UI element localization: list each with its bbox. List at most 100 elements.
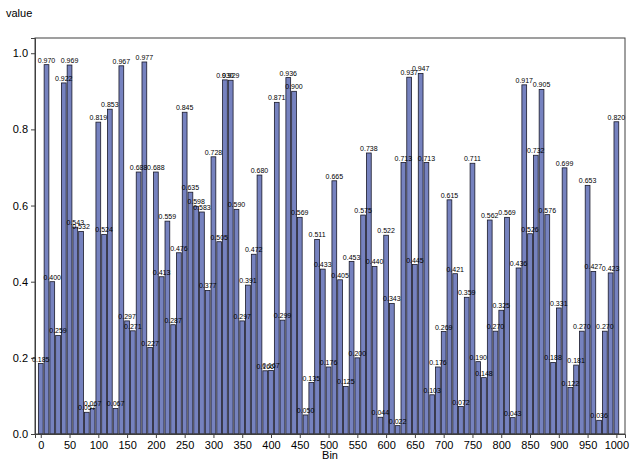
data-label: 0.569 [291,209,309,216]
data-label: 0.653 [579,177,597,184]
x-tick: 350 [234,434,252,451]
data-label: 0.900 [285,83,303,90]
bar [280,320,285,434]
bar [378,417,383,434]
data-label: 0.576 [539,207,557,214]
data-label: 0.022 [389,418,407,425]
bar [73,227,78,434]
data-label: 0.699 [556,160,574,167]
bar [343,386,348,434]
bar [545,215,550,434]
bar [366,153,371,434]
data-label: 0.176 [429,359,447,366]
bar [154,172,159,434]
data-label: 0.453 [343,254,361,261]
bar [286,78,291,434]
data-label: 0.188 [544,354,562,361]
x-tick-label: 0 [38,439,44,451]
x-tick-label: 1000 [605,439,629,451]
data-label: 0.680 [251,167,269,174]
bar [447,200,452,434]
y-tick-label: 0.4 [13,276,28,288]
bar [395,426,400,434]
bar [67,65,72,434]
bar [303,415,308,434]
x-tick-label: 950 [579,439,597,451]
bar [528,234,533,434]
y-tick-mark [31,53,35,54]
x-tick-label: 400 [262,439,280,451]
bar [228,80,233,434]
data-label: 0.590 [228,201,246,208]
data-label: 0.050 [297,407,315,414]
y-tick: 1.0 [13,47,35,59]
x-tick: 550 [349,434,367,451]
data-label: 0.148 [475,370,493,377]
bar [102,234,107,434]
data-label: 0.270 [596,323,614,330]
x-axis-title: Bin [322,449,338,461]
bar [459,407,464,434]
data-label: 0.917 [516,77,534,84]
data-labels: 0.1850.9700.4000.2590.9220.9690.5430.532… [32,54,625,425]
chart: 0501001502002503003504004505005506006507… [0,0,641,462]
x-tick: 300 [205,434,223,451]
data-label: 0.200 [349,350,367,357]
bar [326,367,331,434]
data-label: 0.476 [170,245,188,252]
x-tick-mark [300,434,301,438]
data-label: 0.067 [84,400,102,407]
data-label: 0.969 [61,57,79,64]
data-label: 0.297 [233,313,251,320]
bar [355,358,360,434]
y-axis-line [31,39,36,435]
x-tick-label: 700 [435,439,453,451]
data-label: 0.936 [280,70,298,77]
bar [188,192,193,434]
bar [96,122,101,434]
data-label: 0.122 [562,380,580,387]
data-label: 0.391 [239,277,257,284]
data-label: 0.526 [521,226,539,233]
data-label: 0.377 [199,282,217,289]
bar [574,365,579,434]
data-label: 0.297 [118,313,136,320]
x-tick-mark [70,434,71,438]
x-axis-line [36,435,626,439]
bar [453,274,458,434]
data-label: 0.413 [153,269,171,276]
bar [436,367,441,434]
data-label: 0.575 [354,207,372,214]
bar [56,335,61,434]
data-label: 0.970 [38,57,56,64]
x-tick: 150 [118,434,136,451]
data-label: 0.135 [303,375,321,382]
x-tick-mark [329,434,330,438]
y-tick-label: 0.8 [13,123,28,135]
x-tick-label: 350 [234,439,252,451]
bar [585,185,590,434]
x-tick-label: 100 [90,439,108,451]
y-tick-label: 0.0 [13,428,28,440]
x-tick-label: 150 [118,439,136,451]
data-label: 0.423 [602,265,620,272]
bar [240,321,245,434]
x-tick-mark [242,434,243,438]
x-tick-label: 50 [64,439,76,451]
data-label: 0.181 [567,357,585,364]
x-tick: 200 [147,434,165,451]
data-label: 0.331 [550,300,568,307]
data-label: 0.732 [527,147,545,154]
y-tick-mark [31,206,35,207]
data-label: 0.067 [107,400,125,407]
x-tick: 600 [377,434,395,451]
data-label: 0.522 [377,227,395,234]
y-tick: 0.6 [13,200,35,212]
bar [211,157,216,434]
x-tick-label: 250 [176,439,194,451]
bar [246,285,251,434]
bar [50,282,55,434]
x-tick-mark [472,434,473,438]
data-label: 0.287 [164,317,182,324]
bar [263,371,268,434]
